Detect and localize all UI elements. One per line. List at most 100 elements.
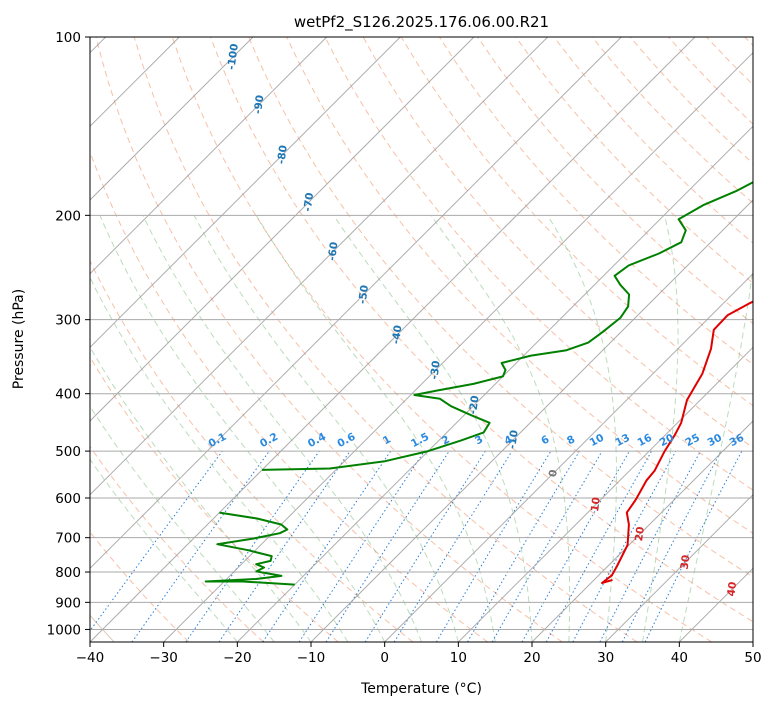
isotherm-line [457,346,753,642]
dry-adiabat-line [90,150,488,642]
isotherm-label: -50 [357,284,371,304]
profile-line-2 [204,511,295,586]
mixing-ratio-label: 30 [705,432,724,449]
y-tick-label: 300 [55,313,81,329]
isotherm-label: 30 [679,554,693,570]
mixing-ratio-line [325,450,450,642]
isotherm-line [605,493,753,642]
mixing-ratio-line [185,450,320,642]
isotherm-line [90,37,475,422]
moist-adiabat-line [193,215,459,642]
x-axis-label: Temperature (°C) [360,681,482,697]
dry-adiabat-line [210,37,753,623]
x-tick-label: 40 [671,650,688,666]
x-tick-label: 10 [450,650,467,666]
isotherm-label: -10 [506,429,520,449]
dry-adiabat-line [90,259,414,642]
x-tick-label: 50 [744,650,761,666]
isotherm-line [236,125,753,642]
dry-adiabat-line [668,37,753,125]
x-tick-label: 0 [380,650,389,666]
moist-adiabat-line [142,215,422,642]
mixing-ratio-line [298,450,425,642]
profile-line-1 [601,300,753,584]
isotherm-line [310,199,753,642]
dry-adiabat-line [90,356,339,642]
dry-adiabat-line [324,37,753,491]
mixing-ratio-label: 2 [440,433,452,447]
dry-adiabat-line [133,37,638,642]
dry-adiabat-line [744,37,753,47]
profile-lines [204,181,753,586]
dry-adiabat-line [90,445,264,642]
x-tick-label: −40 [76,650,105,666]
moist-adiabat-line [90,458,238,642]
mixing-ratio-line [599,450,701,642]
moist-adiabat-line [90,346,312,642]
isotherm-label: -60 [326,241,340,261]
mixing-ratio-line [521,450,630,642]
isotherm-line [90,37,254,201]
mixing-ratio-line [644,450,743,642]
isotherm-line [384,272,753,642]
mixing-ratio-label: 8 [565,433,577,447]
moist-adiabat-line [642,215,679,642]
dry-adiabat-line [95,37,563,642]
isotherm-line [678,567,753,642]
moist-adiabat-line [430,215,571,642]
isotherm-line [90,37,549,496]
x-tick-label: −30 [149,650,178,666]
isotherm-label: 20 [633,526,647,542]
dry-adiabat-line [286,37,753,534]
dry-adiabat-line [591,37,753,204]
isotherm-line [163,51,753,642]
mixing-ratio-label: 0.6 [335,431,357,450]
mixing-ratio-label: 0.2 [258,431,280,450]
mixing-ratio-line [218,450,351,642]
moist-adiabat-line [547,215,617,642]
isotherm-label: -30 [428,360,442,380]
plot-frame [89,36,754,643]
isotherm-line [531,420,753,642]
x-axis: −40 −30 −20 −10 0 10 20 30 40 50 [76,642,762,666]
mixing-ratio-line [131,450,270,642]
mixing-ratio-line [262,450,392,642]
isotherm-line [90,37,401,349]
chart-title: wetPf2_S126.2025.176.06.00.R21 [294,13,549,32]
mixing-ratio-line [545,450,653,642]
isotherm-line [752,641,753,642]
mixing-ratio-label: 10 [588,432,607,449]
y-tick-label: 1000 [47,622,81,638]
mixing-ratio-label: 20 [658,432,677,449]
mixing-ratio-label: 6 [539,433,551,447]
moist-adiabat-line [678,264,753,642]
mixing-ratio-line [393,450,513,642]
mixing-ratio-label: 3 [473,433,485,447]
moist-adiabat-line [90,405,275,642]
isotherm-label: -20 [467,395,481,415]
moist-adiabat-line [333,215,533,642]
dry-adiabat-line [706,37,753,86]
isotherm-line [90,37,622,570]
y-tick-label: 100 [55,30,81,46]
isotherm-label: -100 [225,43,240,71]
isotherm-line [90,37,328,275]
isotherm-label: 40 [725,581,739,597]
isotherm-label: -90 [252,94,266,114]
isotherm-label: -70 [302,192,316,212]
y-tick-label: 900 [55,595,81,611]
y-tick-label: 800 [55,565,81,581]
y-tick-label: 700 [55,531,81,547]
mixing-ratio-label: 16 [636,432,655,449]
mixing-ratio-label: 0.4 [306,431,328,450]
isotherm-line [90,37,696,642]
isotherm-label: 10 [589,496,603,512]
x-tick-label: −10 [297,650,326,666]
mixing-ratio-label: 25 [683,432,702,449]
y-axis-label: Pressure (hPa) [11,289,27,389]
isotherm-label: -40 [390,324,404,344]
background-reference-lines [90,37,753,642]
mixing-ratio-label: 36 [728,432,747,449]
dry-adiabat-line [248,37,753,578]
